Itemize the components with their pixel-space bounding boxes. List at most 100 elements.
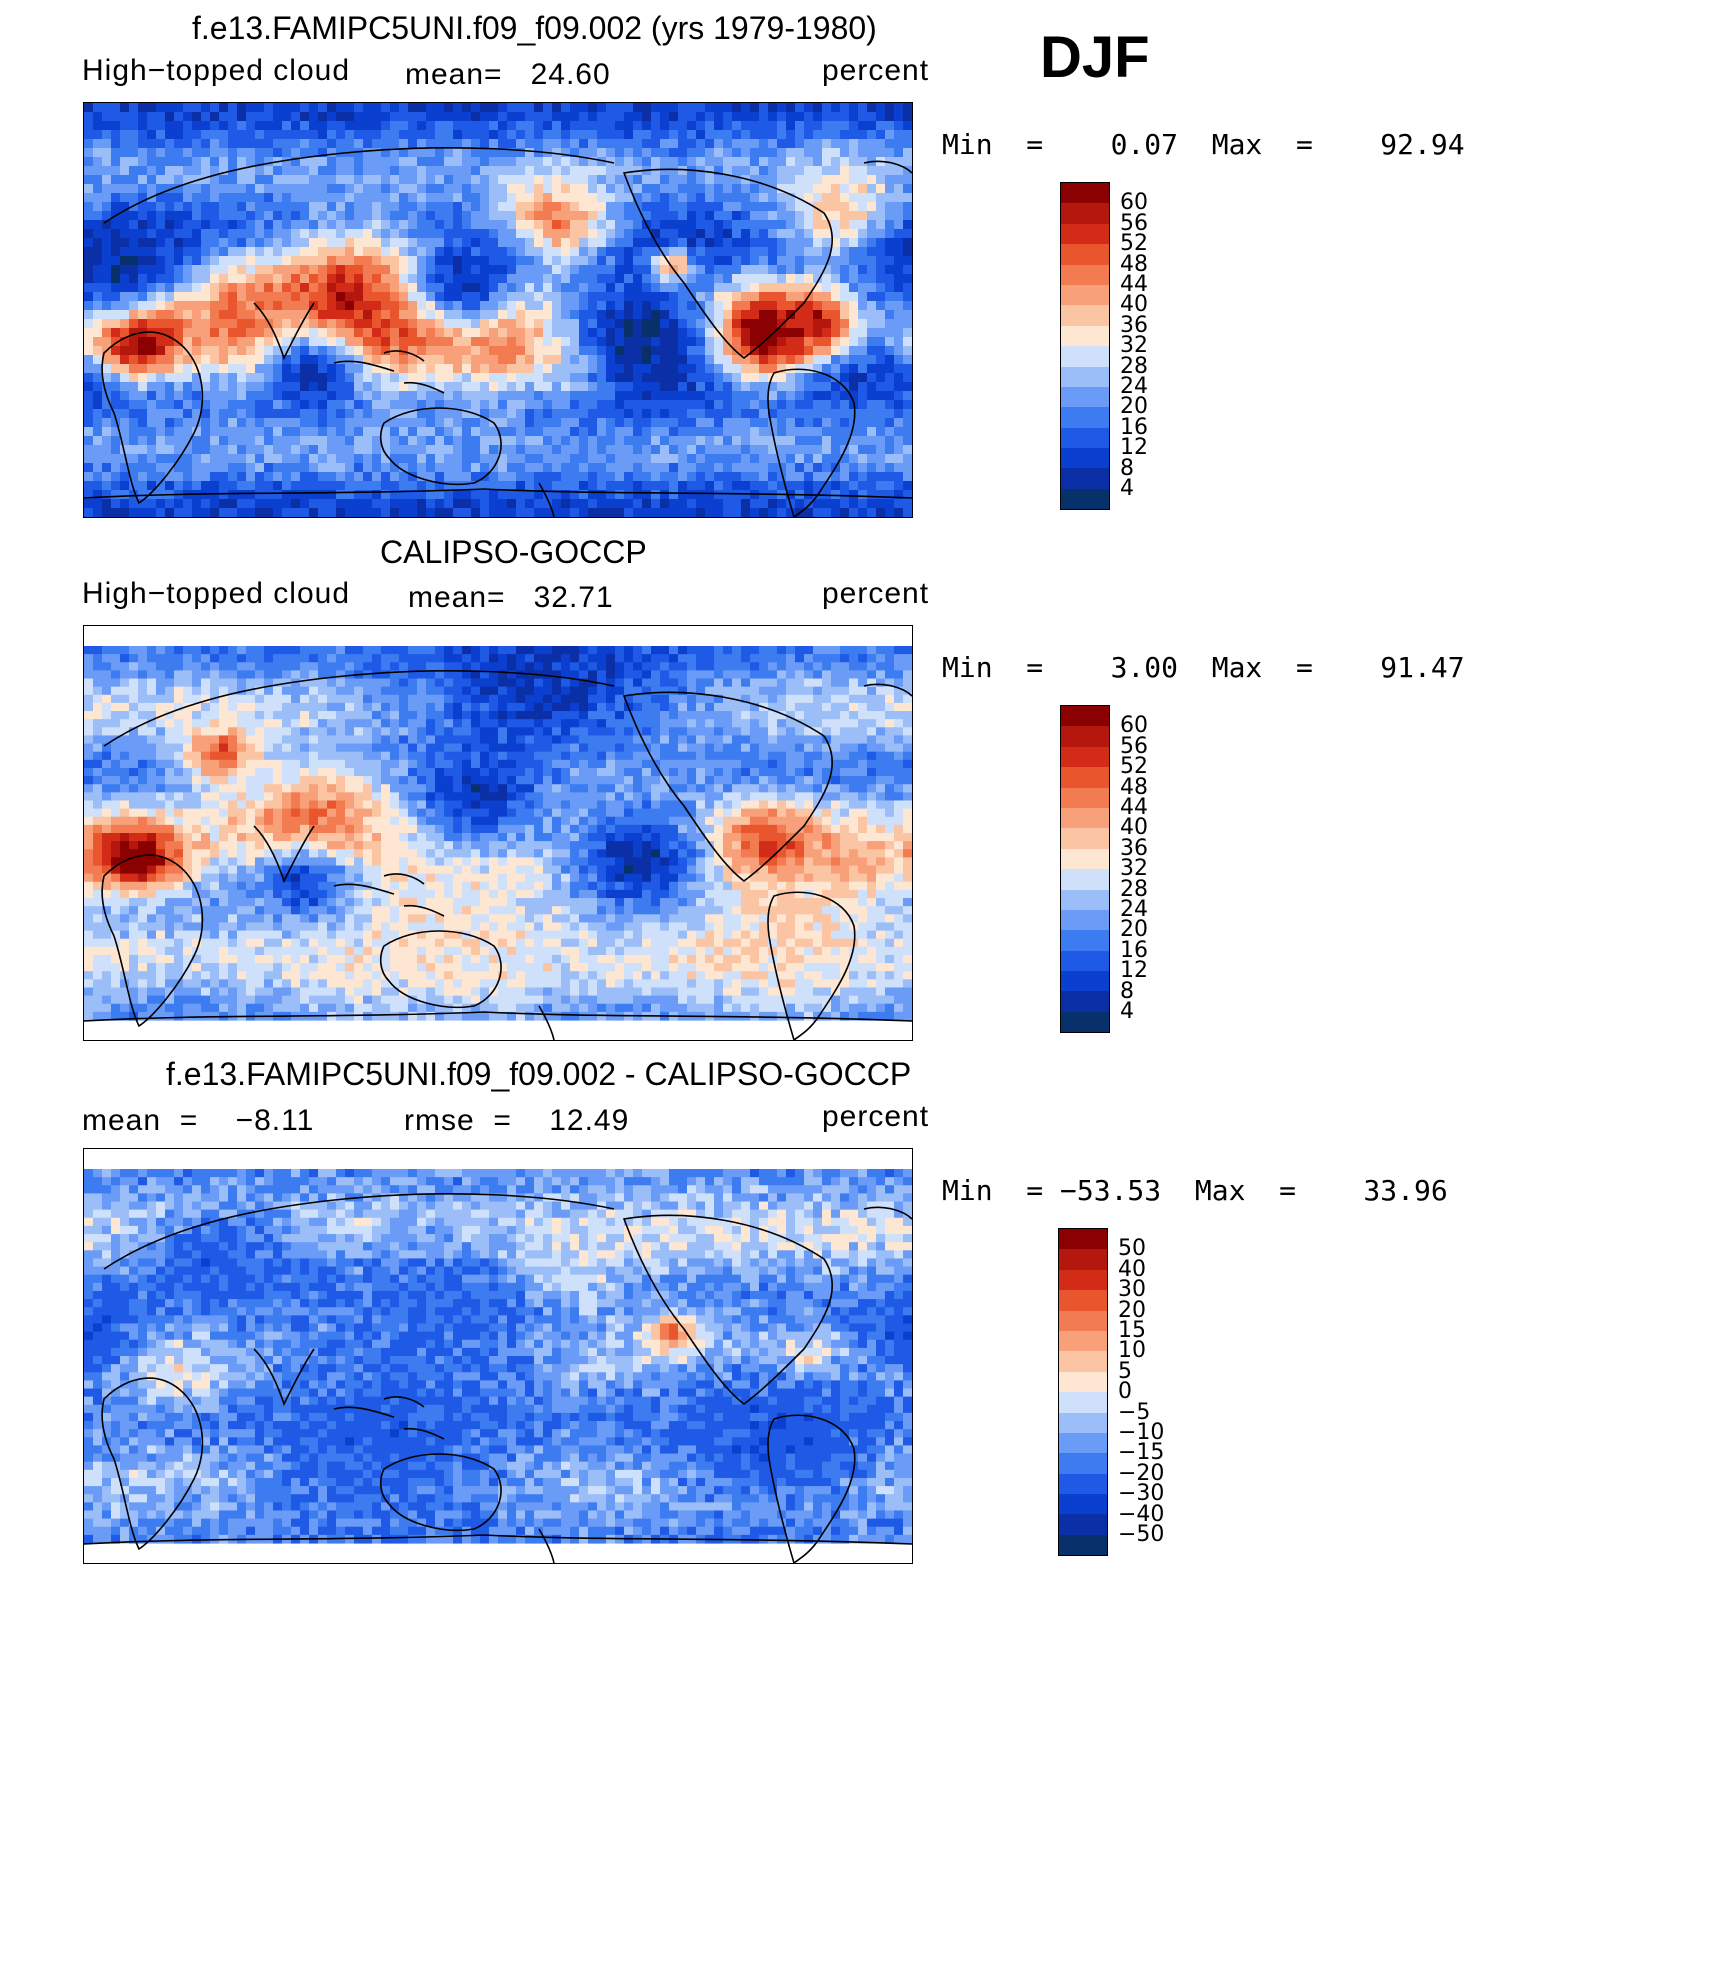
map-cell [354, 148, 364, 158]
map-cell [570, 686, 580, 696]
map-cell [543, 184, 553, 194]
map-cell [246, 454, 256, 464]
map-cell [210, 508, 220, 517]
map-cell [615, 166, 625, 176]
map-cell [111, 202, 121, 212]
map-cell [336, 391, 346, 401]
map-cell [219, 391, 229, 401]
map-cell [525, 678, 535, 688]
map-cell [840, 654, 850, 663]
map-cell [561, 694, 571, 704]
map-cell [606, 646, 616, 655]
map-cell [669, 646, 679, 655]
map-cell [255, 193, 265, 203]
map-cell [246, 211, 256, 221]
map-cell [741, 454, 751, 464]
map-cell [129, 220, 139, 230]
map-cell [840, 499, 850, 509]
map-cell [471, 654, 481, 663]
map-cell [615, 202, 625, 212]
map-cell [129, 454, 139, 464]
map-cell [876, 202, 886, 212]
map-cell [534, 310, 544, 320]
map-cell [768, 112, 778, 122]
map-cell [867, 472, 877, 482]
map-cell [678, 220, 688, 230]
map-cell [183, 373, 193, 383]
map-cell [867, 694, 877, 704]
map-cell [849, 364, 859, 374]
map-cell [525, 382, 535, 392]
map-cell [822, 355, 832, 365]
map-cell [534, 472, 544, 482]
map-cell [390, 454, 400, 464]
map-cell [903, 670, 912, 680]
map-cell [255, 229, 265, 239]
map-cell [561, 292, 571, 302]
map-cell [498, 337, 508, 347]
map-cell [363, 463, 373, 473]
map-cell [417, 103, 427, 113]
map-cell [102, 229, 112, 239]
map-cell [849, 346, 859, 356]
map-cell [399, 427, 409, 437]
map-cell [300, 310, 310, 320]
map-cell [210, 283, 220, 293]
map-cell [354, 391, 364, 401]
map-cell [102, 337, 112, 347]
map-cell [678, 472, 688, 482]
map-cell [561, 166, 571, 176]
map-cell [444, 229, 454, 239]
map-cell [489, 499, 499, 509]
map-cell [759, 418, 769, 428]
map-cell [228, 265, 238, 275]
map-cell [129, 310, 139, 320]
map-cell [795, 337, 805, 347]
map-cell [318, 654, 328, 663]
map-cell [516, 139, 526, 149]
map-cell [435, 337, 445, 347]
coastline [101, 331, 204, 505]
map-cell [759, 409, 769, 419]
map-cell [183, 454, 193, 464]
map-cell [138, 499, 148, 509]
map-cell [732, 130, 742, 140]
map-cell [291, 193, 301, 203]
map-cell [633, 418, 643, 428]
map-cell [732, 319, 742, 329]
map-cell [147, 121, 157, 131]
map-cell [507, 148, 517, 158]
map-cell [768, 157, 778, 167]
map-cell [867, 427, 877, 437]
map-cell [246, 463, 256, 473]
map-cell [291, 391, 301, 401]
map-cell [849, 508, 859, 517]
map-cell [669, 130, 679, 140]
map-cell [156, 310, 166, 320]
map-cell [615, 103, 625, 113]
map-cell [417, 472, 427, 482]
map-cell [570, 463, 580, 473]
map-cell [714, 686, 724, 696]
map-cell [201, 157, 211, 167]
map-cell [588, 454, 598, 464]
map-cell [417, 373, 427, 383]
map-cell [831, 427, 841, 437]
map-cell [579, 454, 589, 464]
map-cell [822, 346, 832, 356]
map-cell [300, 265, 310, 275]
map-cell [291, 211, 301, 221]
map-cell [291, 686, 301, 696]
map-cell [516, 490, 526, 500]
map-cell [633, 103, 643, 113]
map-cell [273, 175, 283, 185]
map-cell [498, 382, 508, 392]
map-cell [696, 202, 706, 212]
map-cell [534, 337, 544, 347]
map-cell [786, 184, 796, 194]
map-cell [435, 211, 445, 221]
map-cell [642, 686, 652, 696]
map-cell [840, 130, 850, 140]
map-cell [408, 400, 418, 410]
map-cell [327, 229, 337, 239]
